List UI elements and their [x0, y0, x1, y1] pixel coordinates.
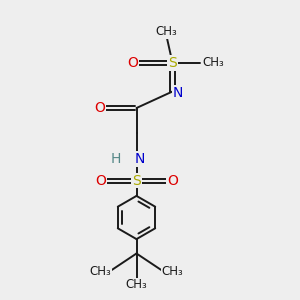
Text: N: N	[173, 86, 183, 100]
Text: CH₃: CH₃	[202, 56, 224, 70]
Text: CH₃: CH₃	[162, 265, 183, 278]
Text: O: O	[128, 56, 138, 70]
Text: CH₃: CH₃	[126, 278, 147, 292]
Text: S: S	[132, 174, 141, 188]
Text: CH₃: CH₃	[156, 25, 177, 38]
Text: O: O	[167, 174, 178, 188]
Text: S: S	[168, 56, 177, 70]
Text: N: N	[135, 152, 145, 166]
Text: CH₃: CH₃	[90, 265, 111, 278]
Text: O: O	[94, 101, 105, 115]
Text: O: O	[95, 174, 106, 188]
Text: H: H	[110, 152, 121, 166]
